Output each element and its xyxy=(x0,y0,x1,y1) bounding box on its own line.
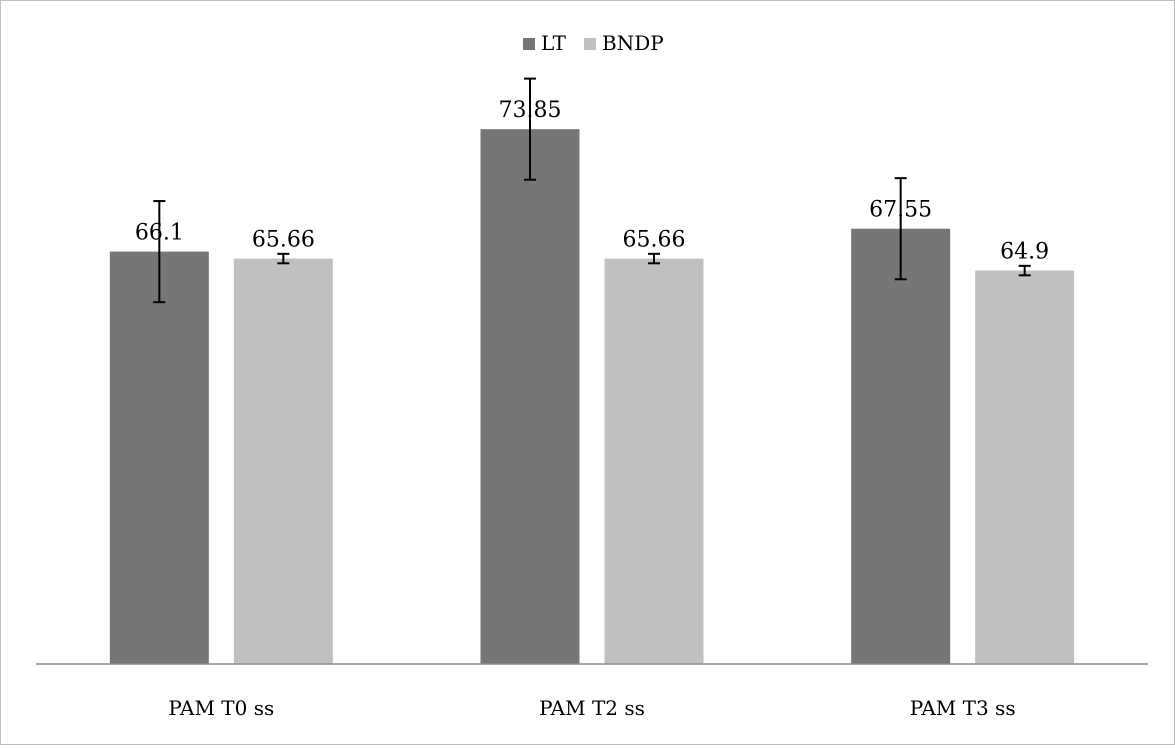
error-bar-bndp-2 xyxy=(648,252,660,265)
category-label-2: PAM T2 ss xyxy=(539,696,645,720)
error-bar-bndp-3 xyxy=(1018,264,1031,277)
data-label-lt-2: 73.85 xyxy=(499,98,562,123)
bar-lt-1 xyxy=(109,251,209,664)
bar-bndp-2 xyxy=(604,258,704,664)
error-bar-lt-3 xyxy=(894,177,907,281)
error-bar-bndp-1 xyxy=(277,252,290,265)
category-label-1: PAM T0 ss xyxy=(168,696,274,720)
bar-lt-3 xyxy=(851,228,951,664)
data-label-lt-1: 66.1 xyxy=(135,221,184,246)
error-bar-lt-2 xyxy=(524,77,536,181)
error-bar-lt-1 xyxy=(153,200,166,304)
bars-group xyxy=(109,129,1075,665)
legend-label-bndp: BNDP xyxy=(602,31,664,55)
data-labels-group: 66.1 65.66 73.85 65.66 67.55 64.9 xyxy=(135,98,1049,264)
legend-swatch-lt xyxy=(523,38,535,50)
bar-bndp-3 xyxy=(975,270,1075,664)
legend-swatch-bndp xyxy=(584,38,596,50)
bar-bndp-1 xyxy=(233,258,333,664)
data-label-bndp-1: 65.66 xyxy=(252,228,315,253)
data-label-bndp-3: 64.9 xyxy=(1000,240,1049,265)
data-label-bndp-2: 65.66 xyxy=(623,228,686,253)
data-label-lt-3: 67.55 xyxy=(869,198,932,223)
legend-label-lt: LT xyxy=(541,31,567,55)
legend: LT BNDP xyxy=(523,31,664,55)
legend-item-bndp: BNDP xyxy=(584,31,664,55)
error-bars-group xyxy=(153,77,1031,304)
category-labels-group: PAM T0 ss PAM T2 ss PAM T3 ss xyxy=(168,696,1015,720)
legend-item-lt: LT xyxy=(523,31,567,55)
bar-lt-2 xyxy=(480,129,580,665)
category-label-3: PAM T3 ss xyxy=(910,696,1016,720)
